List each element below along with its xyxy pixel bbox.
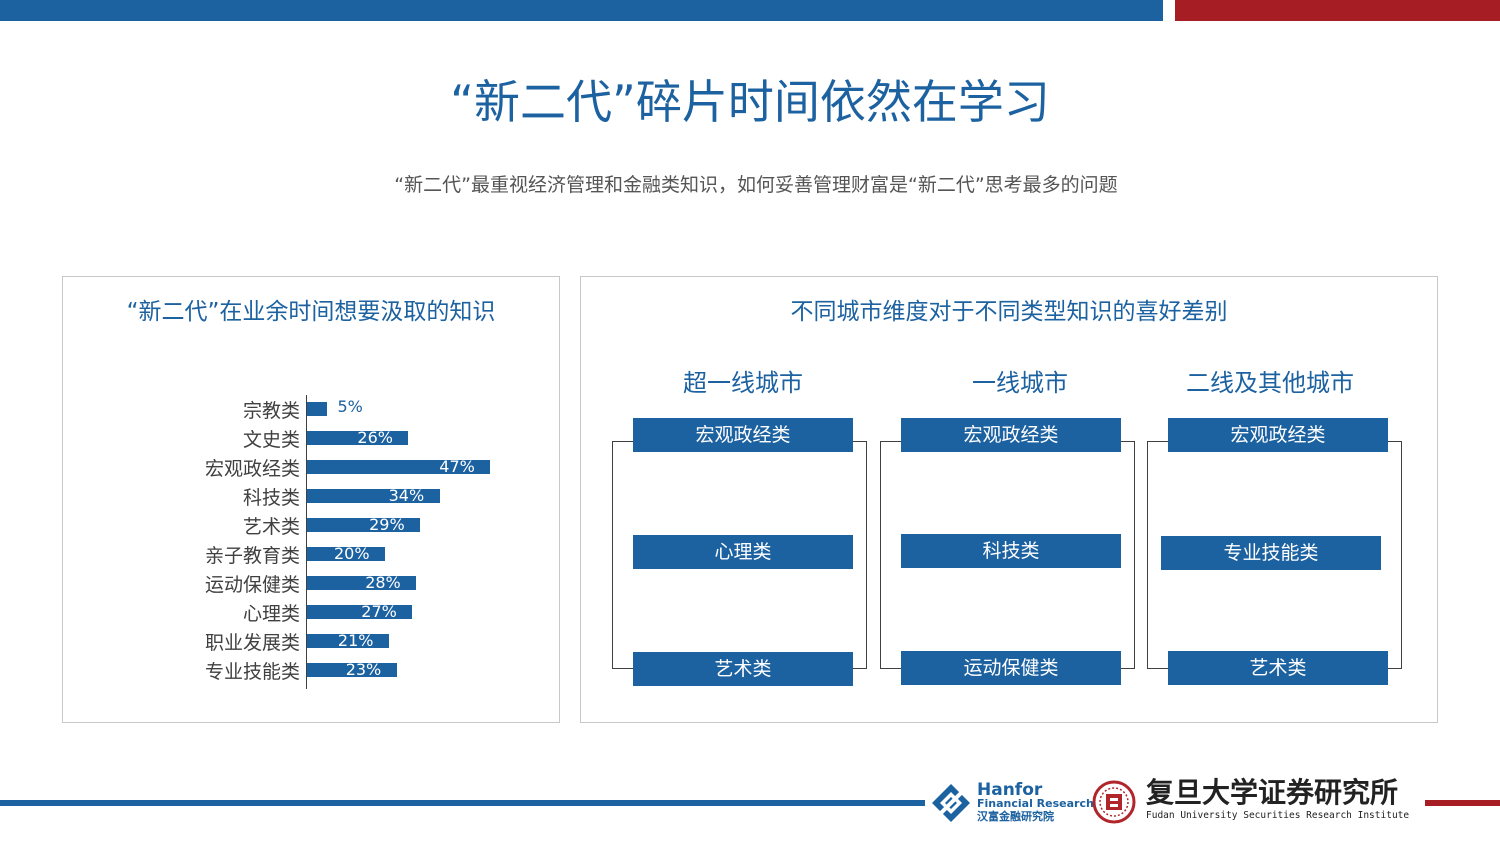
city-column-heading: 二线及其他城市 [1186, 369, 1354, 397]
city-column-heading: 一线城市 [972, 369, 1068, 397]
bottom-bar-red [1425, 800, 1500, 806]
chart-bar [307, 663, 397, 677]
knowledge-box: 宏观政经类 [1168, 418, 1388, 452]
chart-value-label: 34% [388, 486, 425, 505]
chart-bar [307, 634, 389, 648]
chart-category-label: 亲子教育类 [204, 545, 300, 567]
chart-bar [307, 547, 385, 561]
city-column-heading: 超一线城市 [683, 369, 803, 397]
chart-bar [307, 431, 409, 445]
chart-value-label: 28% [365, 573, 401, 592]
left-panel-title: “新二代”在业余时间想要汲取的知识 [126, 299, 496, 325]
bottom-bar-blue [0, 800, 925, 806]
chart-value-label: 27% [361, 602, 397, 621]
chart-value-label: 26% [357, 428, 393, 447]
fudan-logo-en: Fudan University Securities Research Ins… [1146, 810, 1410, 821]
top-bar-blue [0, 0, 1163, 21]
chart-bar [307, 402, 327, 416]
knowledge-box: 宏观政经类 [901, 418, 1121, 452]
knowledge-box: 专业技能类 [1161, 536, 1381, 570]
knowledge-box: 艺术类 [1168, 651, 1388, 685]
chart-value-label: 47% [439, 457, 475, 476]
chart-value-label: 20% [334, 544, 370, 563]
knowledge-box: 宏观政经类 [633, 418, 853, 452]
fudan-logo-cn: 复旦大学证券研究所 [1146, 776, 1399, 809]
chart-category-label: 艺术类 [242, 516, 300, 538]
knowledge-box: 心理类 [633, 535, 853, 569]
page-subtitle: “新二代”最重视经济管理和金融类知识，如何妥善管理财富是“新二代”思考最多的问题 [394, 174, 1118, 196]
chart-bar [307, 489, 440, 503]
right-panel-title: 不同城市维度对于不同类型知识的喜好差别 [790, 299, 1228, 325]
hanfor-logo-name: Hanfor [977, 780, 1043, 800]
chart-value-label: 21% [337, 631, 374, 650]
chart-category-label: 宏观政经类 [204, 458, 300, 480]
chart-category-label: 科技类 [242, 487, 300, 509]
chart-category-label: 运动保健类 [204, 574, 300, 596]
chart-value-label: 23% [345, 660, 382, 679]
chart-category-label: 专业技能类 [204, 661, 300, 683]
knowledge-bar-chart [0, 0, 1, 1]
top-bar-red [1175, 0, 1500, 21]
page-title: “新二代”碎片时间依然在学习 [450, 75, 1050, 129]
knowledge-box: 运动保健类 [901, 651, 1121, 685]
chart-category-label: 文史类 [242, 429, 300, 451]
chart-bar [307, 460, 491, 474]
chart-value-label: 29% [369, 515, 405, 534]
hanfor-logo-cn: 汉富金融研究院 [977, 810, 1054, 823]
chart-axis-line [306, 395, 307, 689]
hanfor-logo-subname: Financial Research [977, 797, 1094, 810]
knowledge-box: 科技类 [901, 534, 1121, 568]
chart-bar [307, 518, 421, 532]
right-panel [580, 276, 1438, 723]
chart-category-label: 心理类 [242, 603, 300, 625]
fudan-seal-icon [1092, 780, 1136, 824]
chart-value-label: 5% [337, 397, 363, 416]
knowledge-box: 艺术类 [633, 652, 853, 686]
chart-category-label: 宗教类 [242, 400, 300, 422]
chart-bar [307, 605, 413, 619]
hanfor-logo-icon [932, 784, 970, 822]
chart-bar [307, 576, 417, 590]
chart-category-label: 职业发展类 [204, 632, 300, 654]
